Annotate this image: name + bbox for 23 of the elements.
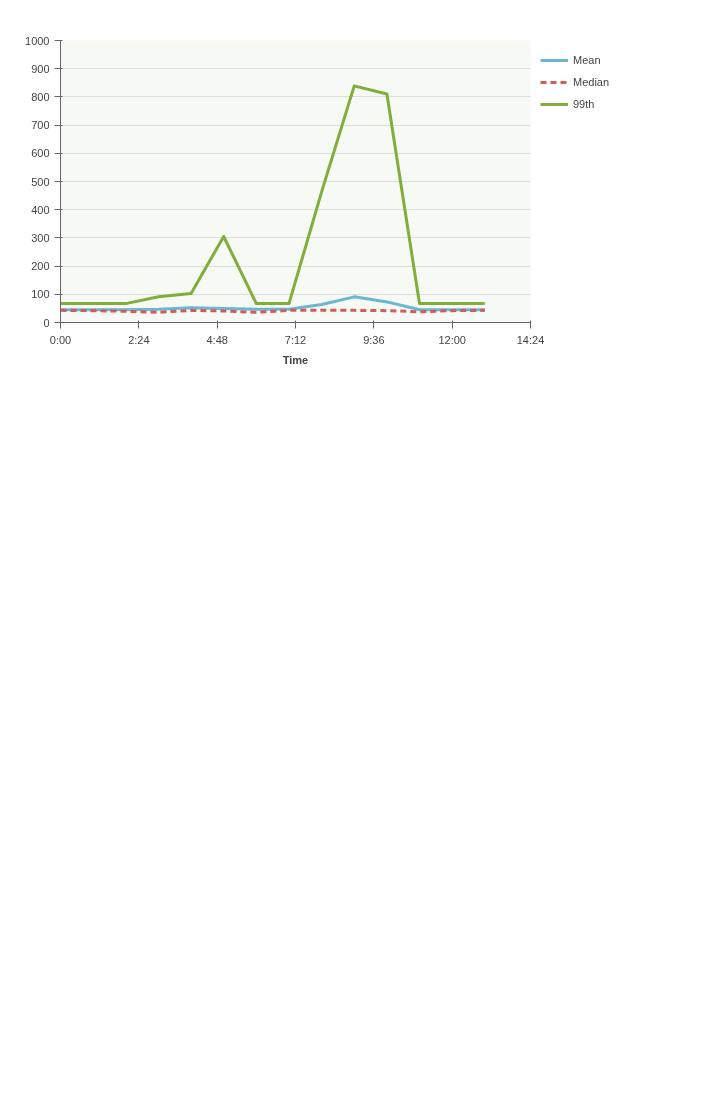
- y-tick-label: 500: [31, 175, 50, 188]
- legend-label: 99th: [573, 98, 595, 110]
- legend-label: Median: [573, 76, 610, 88]
- y-tick-label: 400: [31, 203, 50, 216]
- y-tick-label: 300: [31, 231, 50, 244]
- y-tick-label: 1000: [25, 34, 50, 47]
- line-series: [60, 84, 487, 306]
- x-tick-label: 12:00: [438, 333, 466, 346]
- y-tick-label: 900: [31, 62, 50, 75]
- y-tick-label: 100: [31, 288, 50, 301]
- x-tick-label: 14:24: [516, 333, 545, 346]
- x-axis-title: Time: [282, 353, 309, 366]
- x-tick-label: 2:24: [128, 333, 150, 346]
- x-tick-label: 0:00: [49, 333, 72, 346]
- legend-label: Mean: [573, 54, 601, 66]
- x-tick-label: 9:36: [363, 333, 385, 346]
- x-tick-label: 7:12: [284, 333, 307, 346]
- y-tick-label: 800: [31, 90, 50, 103]
- y-tick-label: 0: [43, 316, 50, 329]
- x-tick-label: 4:48: [206, 333, 228, 346]
- y-tick-label: 200: [31, 260, 50, 273]
- y-tick-label: 600: [31, 147, 50, 160]
- y-tick-label: 700: [31, 119, 50, 132]
